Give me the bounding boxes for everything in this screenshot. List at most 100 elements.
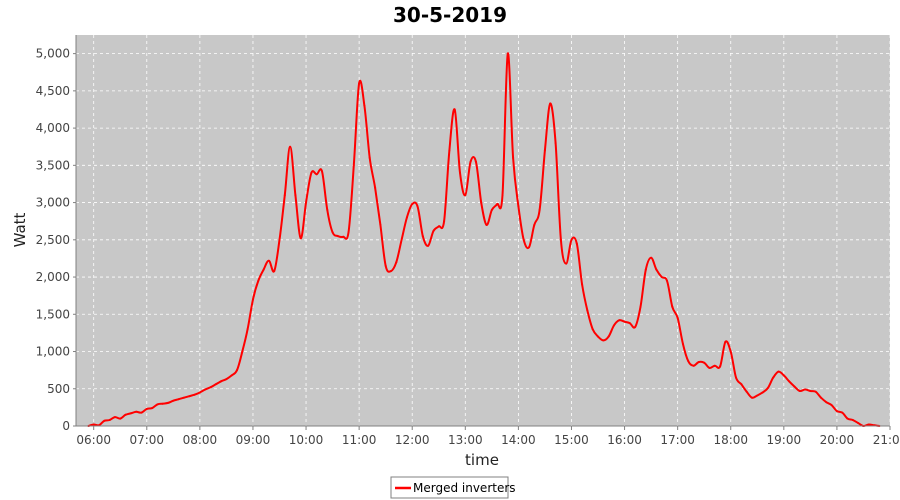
data-point [161,402,164,405]
data-point [92,423,95,426]
y-tick-label: 3,500 [36,158,70,172]
data-point [368,156,371,159]
data-point [740,383,743,386]
data-point [384,264,387,267]
y-tick-label: 2,500 [36,233,70,247]
data-point [798,390,801,392]
data-point [724,340,727,343]
data-point [321,170,323,173]
data-point [597,335,599,338]
data-point [628,322,631,325]
y-tick-label: 2,000 [36,270,70,284]
data-point [310,171,313,174]
x-tick-label: 13:00 [448,433,483,447]
data-point [565,262,568,265]
data-point [395,261,398,264]
data-point [427,244,430,247]
data-point [570,238,573,241]
data-point [315,173,318,176]
x-tick-label: 15:00 [554,433,589,447]
data-point [830,404,833,407]
data-point [612,324,615,327]
data-point [135,410,138,413]
data-point [644,268,647,271]
data-point [124,413,127,416]
data-point [374,186,377,189]
x-tick-label: 09:00 [236,433,271,447]
x-tick-label: 11:00 [342,433,377,447]
data-point [655,268,658,271]
data-point [220,380,223,383]
data-point [453,108,456,111]
data-point [177,398,180,401]
data-point [198,391,201,394]
y-axis-ticks: 0 500 1,000 1,500 2,000 2,500 3,000 3,500 4,000 4… [36,47,76,433]
data-point [761,391,764,394]
data-point [820,396,822,399]
y-axis-label: Watt [11,212,29,247]
data-point [257,279,260,282]
data-point [278,238,281,241]
data-point [156,403,159,406]
data-point [193,393,196,396]
data-point [528,246,530,249]
data-point [543,149,546,152]
x-tick-label: 10:00 [289,433,324,447]
data-point [405,216,408,219]
data-point [347,231,350,234]
data-point [390,270,392,273]
data-point [294,194,297,197]
x-tick-label: 17:00 [660,433,695,447]
data-point [326,209,329,211]
chart-title: 30-5-2019 [393,3,507,27]
data-point [634,325,637,328]
data-point [443,220,446,223]
data-point [236,369,238,372]
data-point [713,364,716,367]
data-point [639,305,642,308]
data-point [517,205,520,208]
data-point [867,423,870,426]
data-point [586,309,589,312]
data-point [602,339,605,342]
data-point [188,395,191,398]
data-point [501,194,504,197]
series-group [87,52,881,428]
data-point [735,376,737,379]
data-point [745,390,748,393]
data-point [474,160,477,163]
data-point [782,374,785,377]
data-point [660,276,663,278]
x-tick-label: 08:00 [183,433,218,447]
data-point [777,370,780,373]
plot-area [76,35,890,426]
data-point [363,104,366,107]
data-point [756,394,759,397]
y-tick-label: 1,500 [36,307,70,321]
legend-label: Merged inverters [413,481,516,495]
data-point [607,335,610,338]
data-point [719,365,722,368]
data-point [804,388,807,391]
data-point [432,229,435,232]
grid-lines [76,35,891,426]
data-point [246,328,249,331]
data-point [241,350,244,353]
data-point [538,209,541,211]
data-point [485,223,488,226]
x-tick-label: 06:00 [76,433,111,447]
data-point [549,102,552,105]
data-point [512,156,515,159]
data-point [841,411,844,414]
data-point [857,422,860,424]
data-point [851,419,854,421]
data-point [448,149,451,152]
data-point [469,160,472,163]
data-point [358,82,361,85]
x-tick-label: 12:00 [395,433,430,447]
data-point [846,417,849,420]
data-point [214,383,217,386]
data-point [140,411,143,414]
data-point [554,142,557,144]
